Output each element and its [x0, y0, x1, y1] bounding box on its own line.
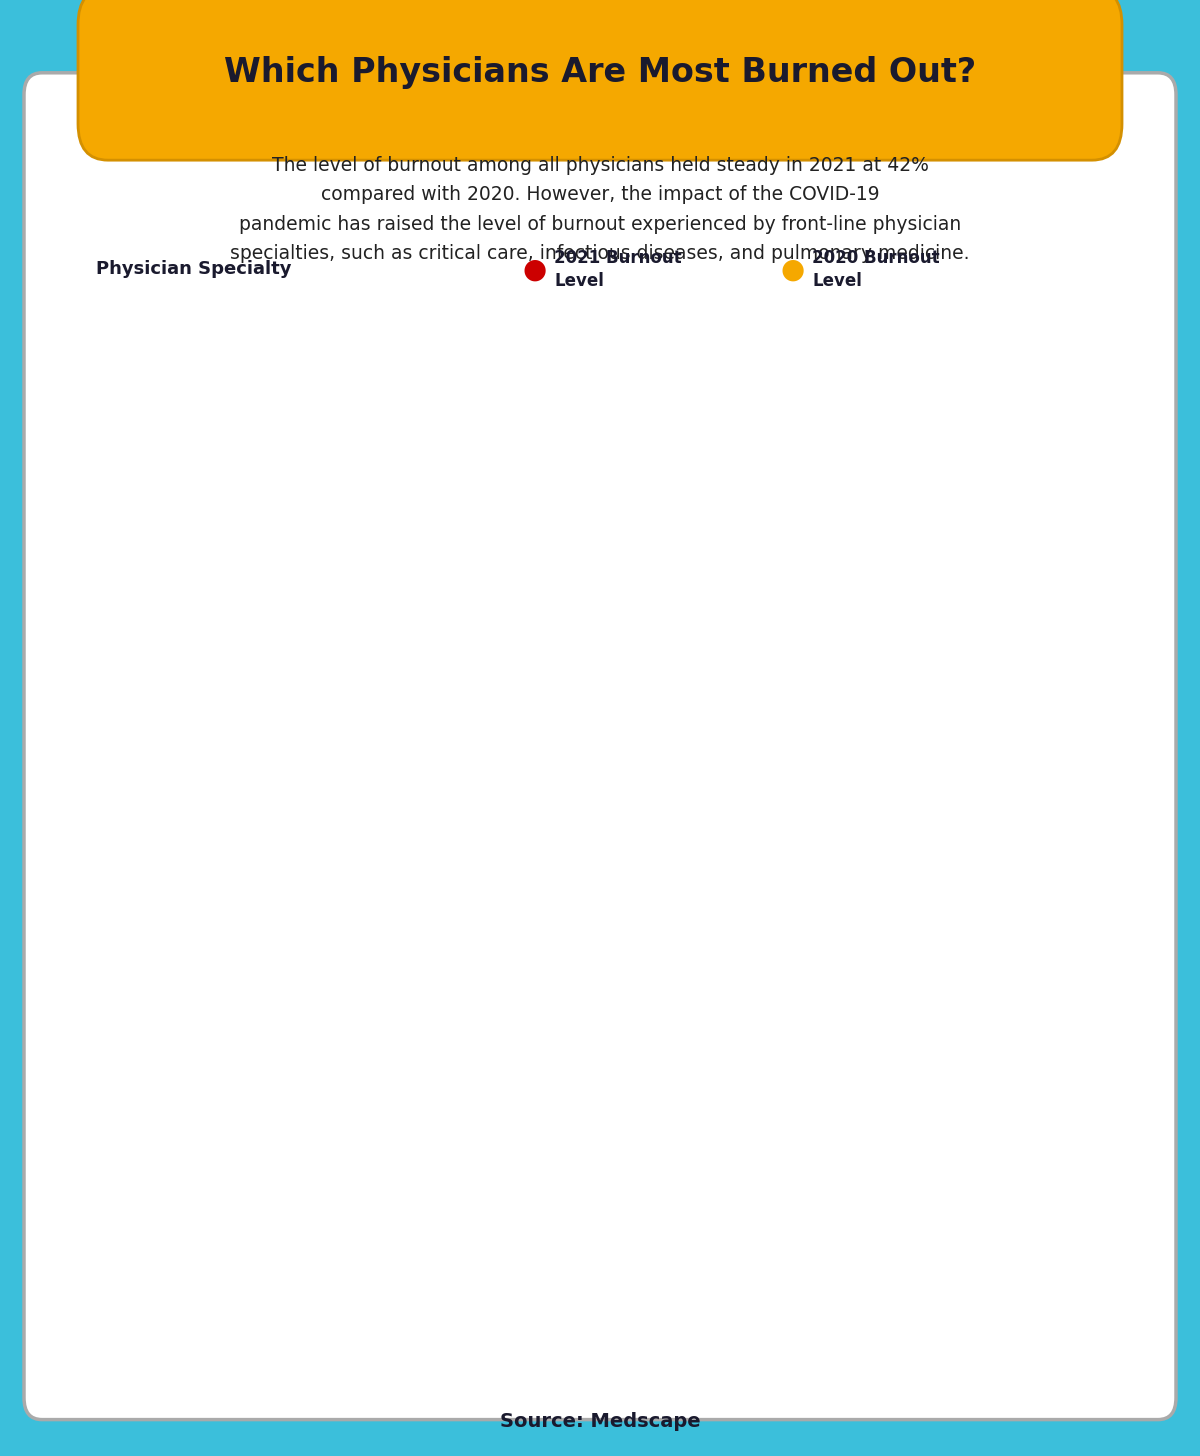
- Ellipse shape: [410, 983, 502, 1093]
- Ellipse shape: [410, 856, 502, 967]
- Ellipse shape: [406, 849, 497, 960]
- Ellipse shape: [410, 1109, 502, 1220]
- Text: Critical Care: Critical Care: [269, 389, 379, 408]
- Ellipse shape: [410, 729, 502, 840]
- Text: Family Medicine: Family Medicine: [235, 895, 379, 913]
- Text: 44%: 44%: [984, 1271, 1025, 1289]
- Ellipse shape: [410, 478, 502, 588]
- Bar: [504, 1042, 979, 1061]
- Text: ●: ●: [522, 255, 546, 284]
- Ellipse shape: [410, 1236, 502, 1347]
- Ellipse shape: [406, 976, 497, 1086]
- Text: Pulmonary Medicine: Pulmonary Medicine: [197, 769, 379, 786]
- Bar: [504, 917, 1001, 935]
- Text: 44%: 44%: [984, 411, 1024, 428]
- Bar: [504, 1271, 979, 1289]
- Bar: [1044, 335, 1152, 1347]
- Ellipse shape: [406, 469, 497, 579]
- Text: 46%: 46%: [1006, 537, 1045, 555]
- Text: Pediatrics: Pediatrics: [292, 1149, 379, 1166]
- Text: 49%: 49%: [1038, 638, 1079, 657]
- Text: Infectious Diseases: Infectious Diseases: [205, 642, 379, 660]
- Bar: [612, 335, 720, 1347]
- Text: 41%: 41%: [952, 1169, 991, 1188]
- Bar: [504, 664, 990, 681]
- Bar: [504, 537, 1001, 555]
- Text: 41%: 41%: [952, 791, 991, 808]
- Ellipse shape: [410, 603, 502, 713]
- Bar: [504, 791, 947, 808]
- Text: ●: ●: [780, 255, 804, 284]
- Text: Internal Medicine: Internal Medicine: [224, 1022, 379, 1040]
- Text: 51%: 51%: [1060, 386, 1100, 403]
- Text: 50%: 50%: [1049, 513, 1090, 530]
- Ellipse shape: [406, 596, 497, 706]
- Bar: [504, 638, 1033, 657]
- Text: 46%: 46%: [1006, 1018, 1046, 1035]
- Ellipse shape: [406, 722, 497, 833]
- Text: 45%: 45%: [995, 664, 1034, 681]
- Text: 46%: 46%: [1006, 917, 1045, 935]
- Text: Source: Medscape: Source: Medscape: [499, 1411, 701, 1431]
- Bar: [504, 764, 1022, 783]
- Ellipse shape: [406, 1102, 497, 1213]
- Text: 44%: 44%: [984, 1042, 1024, 1061]
- Text: 2021 Burnout
Level: 2021 Burnout Level: [554, 249, 682, 290]
- Text: Physician Specialty: Physician Specialty: [96, 261, 292, 278]
- Text: Which Physicians Are Most Burned Out?: Which Physicians Are Most Burned Out?: [224, 57, 976, 89]
- Text: The level of burnout among all physicians held steady in 2021 at 42%
compared wi: The level of burnout among all physician…: [230, 156, 970, 264]
- Bar: [504, 891, 1012, 909]
- Bar: [504, 411, 979, 428]
- Bar: [504, 1169, 947, 1188]
- Text: 45%: 45%: [995, 1144, 1036, 1162]
- Text: Rheumatology: Rheumatology: [248, 515, 379, 533]
- Bar: [504, 513, 1044, 530]
- Text: 47%: 47%: [1016, 891, 1057, 910]
- Bar: [504, 386, 1055, 403]
- Ellipse shape: [406, 1229, 497, 1340]
- Ellipse shape: [406, 342, 497, 453]
- Text: Emergency Medicine: Emergency Medicine: [192, 1274, 379, 1293]
- Text: 2020 Burnout
Level: 2020 Burnout Level: [812, 249, 940, 290]
- Bar: [504, 1144, 990, 1162]
- Bar: [828, 335, 936, 1347]
- Bar: [504, 1018, 1001, 1035]
- Text: 48%: 48%: [1027, 764, 1068, 783]
- Text: 43%: 43%: [973, 1296, 1013, 1315]
- Ellipse shape: [410, 351, 502, 462]
- Bar: [504, 1296, 968, 1313]
